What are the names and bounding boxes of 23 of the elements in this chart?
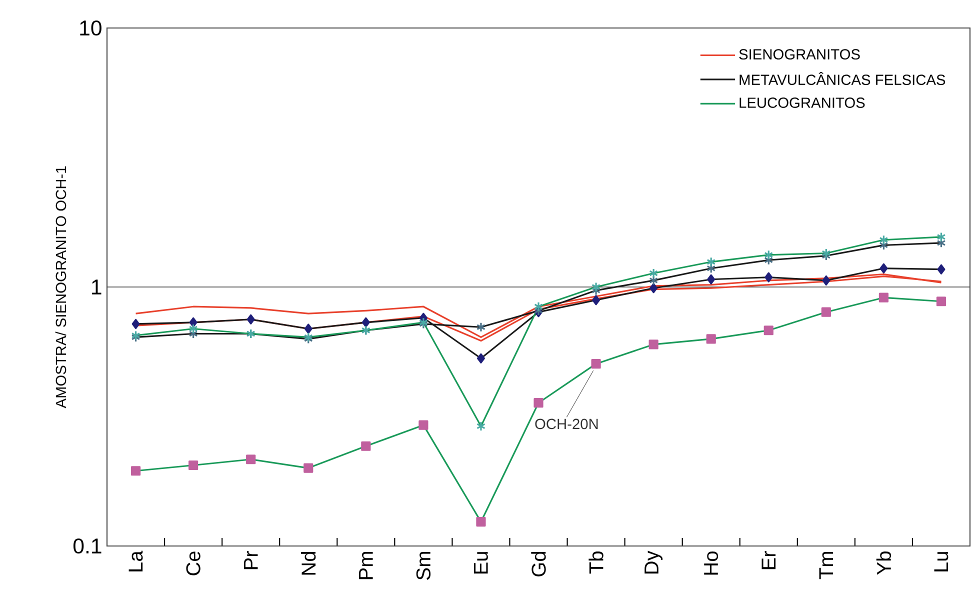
legend-label: SIENOGRANITOS <box>739 49 860 60</box>
x-tick-label: Gd <box>531 552 546 576</box>
x-tick-label: Lu <box>934 552 948 572</box>
x-tick-label: Pm <box>359 552 373 580</box>
x-tick-label: Dy <box>644 550 663 574</box>
y-tick-label: 10 <box>80 20 102 36</box>
x-tick-label: Sm <box>416 552 431 580</box>
y-tick-label: 0.1 <box>73 538 102 554</box>
x-tick-label: Tb <box>588 552 604 574</box>
x-tick-label: Yb <box>876 552 892 575</box>
x-tick-label: Eu <box>474 552 488 574</box>
legend-label: METAVULCÂNICAS FELSICAS <box>740 72 946 86</box>
x-tick-label: Tm <box>819 552 834 580</box>
x-tick-label: La <box>128 550 143 572</box>
x-tick-label: Er <box>762 551 776 570</box>
x-tick-label: Ce <box>186 552 200 576</box>
y-tick-label: 1 <box>92 280 102 294</box>
x-tick-label: Pr <box>244 551 258 570</box>
y-axis-title: AMOSTRA/ SIENOGRANITO OCH-1 <box>55 166 66 408</box>
x-tick-label: Ho <box>704 552 718 575</box>
x-tick-label: Nd <box>301 552 316 575</box>
legend-label: LEUCOGRANITOS <box>740 98 865 108</box>
annotation: OCH-20N <box>535 418 598 430</box>
